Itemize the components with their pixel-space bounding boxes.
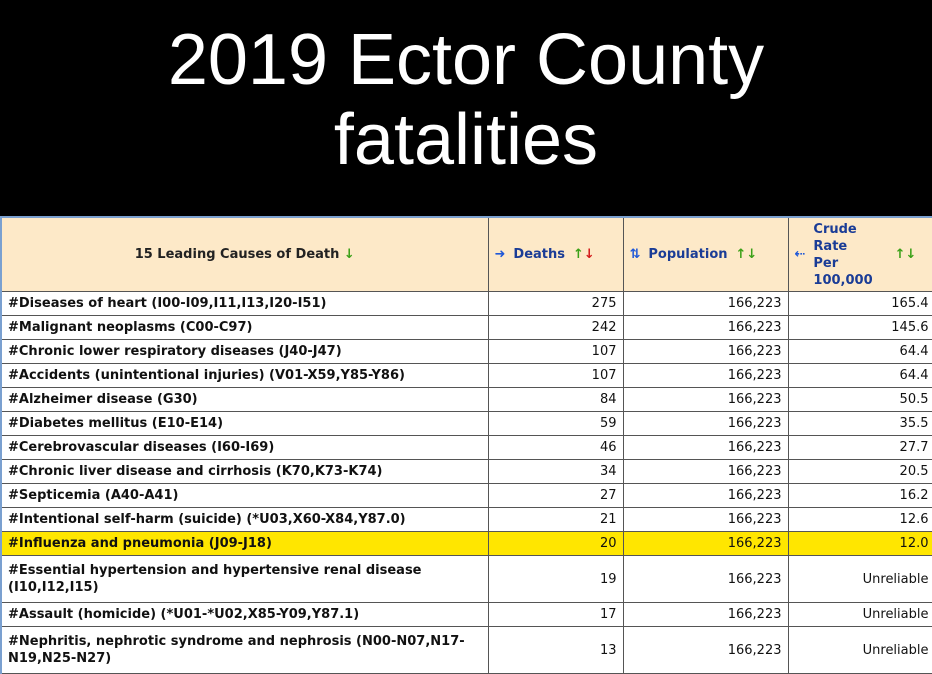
rate-cell: 12.0 <box>787 531 932 556</box>
table-row: #Septicemia (A40-A41) 27 166,223 16.2 <box>0 483 932 508</box>
deaths-cell: 275 <box>487 291 624 316</box>
table-row: #Chronic liver disease and cirrhosis (K7… <box>0 459 932 484</box>
header-population-label: Population <box>648 247 728 262</box>
deaths-cell: 19 <box>487 555 624 603</box>
deaths-cell: 17 <box>487 602 624 627</box>
population-cell: 166,223 <box>622 291 789 316</box>
table-row: #Cerebrovascular diseases (I60-I69) 46 166… <box>0 435 932 460</box>
title-line-1: 2019 Ector County <box>167 20 765 100</box>
rate-cell: 27.7 <box>787 435 932 460</box>
deaths-cell: 107 <box>487 363 624 388</box>
rate-cell: Unreliable <box>787 555 932 603</box>
header-cause[interactable]: 15 Leading Causes of Death ↓ <box>0 216 489 292</box>
population-cell: 166,223 <box>622 531 789 556</box>
table-row: #Chronic lower respiratory diseases (J40… <box>0 339 932 364</box>
population-cell: 166,223 <box>622 339 789 364</box>
cause-cell: #Intentional self-harm (suicide) (*U03,X… <box>0 507 489 532</box>
sort-down-icon[interactable]: ↓ <box>343 247 355 262</box>
deaths-cell: 20 <box>487 531 624 556</box>
population-cell: 166,223 <box>622 626 789 674</box>
title-banner: 2019 Ector County fatalities <box>0 0 932 216</box>
causes-of-death-table: 15 Leading Causes of Death ↓ ➜ Deaths ↑↓… <box>0 216 932 674</box>
header-cause-label: 15 Leading Causes of Death <box>134 247 340 262</box>
deaths-cell: 34 <box>487 459 624 484</box>
sort-up-icon[interactable]: ↑ <box>735 247 747 262</box>
cause-cell: #Assault (homicide) (*U01-*U02,X85-Y09,Y… <box>0 602 489 627</box>
cause-cell: #Chronic lower respiratory diseases (J40… <box>0 339 489 364</box>
rate-cell: 64.4 <box>787 339 932 364</box>
population-cell: 166,223 <box>622 387 789 412</box>
table-row: #Alzheimer disease (G30) 84 166,223 50.5 <box>0 387 932 412</box>
rate-cell: 12.6 <box>787 507 932 532</box>
table-row: #Influenza and pneumonia (J09-J18) 20 166,… <box>0 531 932 556</box>
deaths-cell: 242 <box>487 315 624 340</box>
cause-cell: #Alzheimer disease (G30) <box>0 387 489 412</box>
cause-cell: #Septicemia (A40-A41) <box>0 483 489 508</box>
swap-arrows-icon[interactable]: ⇅ <box>629 247 641 262</box>
cause-cell: #Accidents (unintentional injuries) (V01… <box>0 363 489 388</box>
population-cell: 166,223 <box>622 507 789 532</box>
cause-cell: #Malignant neoplasms (C00-C97) <box>0 315 489 340</box>
sort-down-icon[interactable]: ↓ <box>746 247 758 262</box>
rate-cell: 35.5 <box>787 411 932 436</box>
rate-cell: Unreliable <box>787 626 932 674</box>
rate-cell: Unreliable <box>787 602 932 627</box>
rate-cell: 64.4 <box>787 363 932 388</box>
arrow-right-icon[interactable]: ➜ <box>494 247 506 262</box>
population-cell: 166,223 <box>622 411 789 436</box>
rate-cell: 165.4 <box>787 291 932 316</box>
table-row: #Diabetes mellitus (E10-E14) 59 166,223 35.… <box>0 411 932 436</box>
population-cell: 166,223 <box>622 602 789 627</box>
population-cell: 166,223 <box>622 435 789 460</box>
table-row: #Diseases of heart (I00-I09,I11,I13,I20-… <box>0 291 932 316</box>
sort-down-icon[interactable]: ↓ <box>583 247 595 262</box>
deaths-cell: 59 <box>487 411 624 436</box>
sort-up-icon[interactable]: ↑ <box>573 247 584 262</box>
table-row: #Malignant neoplasms (C00-C97) 242 166,223… <box>0 315 932 340</box>
rate-cell: 145.6 <box>787 315 932 340</box>
table-row: #Nephritis, nephrotic syndrome and nephr… <box>0 626 932 674</box>
population-cell: 166,223 <box>622 459 789 484</box>
table-row: #Essential hypertension and hypertensive… <box>0 555 932 603</box>
cause-cell: #Diseases of heart (I00-I09,I11,I13,I20-… <box>0 291 489 316</box>
cause-cell: #Chronic liver disease and cirrhosis (K7… <box>0 459 489 484</box>
table-row: #Accidents (unintentional injuries) (V01… <box>0 363 932 388</box>
header-deaths[interactable]: ➜ Deaths ↑↓ <box>487 216 624 292</box>
deaths-cell: 13 <box>487 626 624 674</box>
table-row: #Assault (homicide) (*U01-*U02,X85-Y09,Y… <box>0 602 932 627</box>
deaths-cell: 21 <box>487 507 624 532</box>
deaths-cell: 107 <box>487 339 624 364</box>
deaths-cell: 27 <box>487 483 624 508</box>
rate-cell: 20.5 <box>787 459 932 484</box>
population-cell: 166,223 <box>622 363 789 388</box>
title-line-2: fatalities <box>333 100 599 180</box>
rate-cell: 16.2 <box>787 483 932 508</box>
population-cell: 166,223 <box>622 483 789 508</box>
deaths-cell: 46 <box>487 435 624 460</box>
cause-cell: #Essential hypertension and hypertensive… <box>0 555 489 603</box>
header-rate-label: Crude Rate Per 100,000 <box>813 221 873 288</box>
population-cell: 166,223 <box>622 315 789 340</box>
cause-cell: #Influenza and pneumonia (J09-J18) <box>0 531 489 556</box>
population-cell: 166,223 <box>622 555 789 603</box>
cause-cell: #Diabetes mellitus (E10-E14) <box>0 411 489 436</box>
sort-up-icon[interactable]: ↑ <box>894 247 906 262</box>
cause-cell: #Nephritis, nephrotic syndrome and nephr… <box>0 626 489 674</box>
sort-down-icon[interactable]: ↓ <box>905 247 917 262</box>
header-population[interactable]: ⇅ Population ↑↓ <box>622 216 789 292</box>
arrow-left-icon[interactable]: ⇠ <box>794 247 806 262</box>
table-row: #Intentional self-harm (suicide) (*U03,X… <box>0 507 932 532</box>
cause-cell: #Cerebrovascular diseases (I60-I69) <box>0 435 489 460</box>
rate-cell: 50.5 <box>787 387 932 412</box>
header-deaths-label: Deaths <box>513 247 565 262</box>
header-rate[interactable]: ⇠ Crude Rate Per 100,000 ↑↓ <box>787 216 932 292</box>
deaths-cell: 84 <box>487 387 624 412</box>
